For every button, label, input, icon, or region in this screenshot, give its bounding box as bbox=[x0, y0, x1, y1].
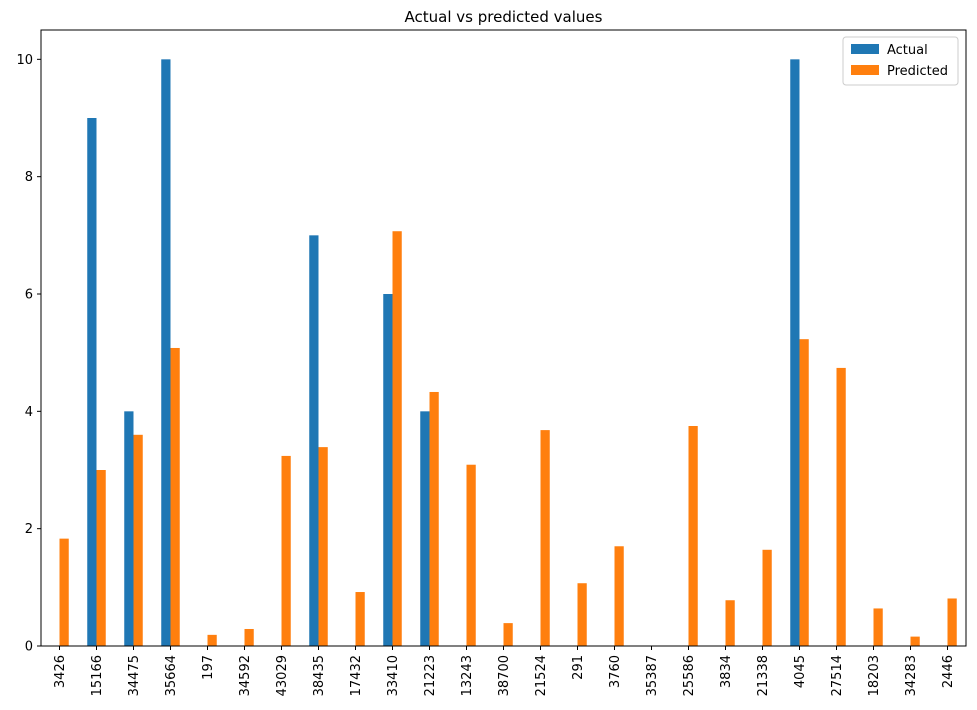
bar-predicted-3760 bbox=[614, 546, 624, 646]
x-tick-label: 3834 bbox=[719, 655, 734, 688]
legend-label-actual: Actual bbox=[887, 43, 928, 58]
x-tick-label: 291 bbox=[571, 655, 586, 680]
x-tick-label: 34475 bbox=[127, 655, 142, 696]
bar-predicted-34283 bbox=[910, 636, 920, 646]
bar-actual-15166 bbox=[87, 118, 97, 646]
bar-predicted-34592 bbox=[244, 628, 254, 646]
y-axis: 0 2 4 6 8 10 bbox=[16, 53, 41, 655]
bar-predicted-21223 bbox=[429, 391, 439, 646]
bar-predicted-38700 bbox=[503, 623, 513, 646]
x-tick-label: 34283 bbox=[904, 655, 919, 696]
x-tick-label: 18203 bbox=[867, 655, 882, 696]
bar-predicted-3834 bbox=[725, 600, 735, 646]
legend: Actual Predicted bbox=[842, 36, 959, 86]
x-tick-label: 34592 bbox=[238, 655, 253, 696]
x-axis: 3426 15166 34475 35664 197 34592 43029 38435 174… bbox=[53, 646, 956, 696]
x-tick-label: 38435 bbox=[312, 655, 327, 696]
x-tick-label: 13243 bbox=[460, 655, 475, 696]
x-tick-label: 197 bbox=[201, 655, 216, 680]
legend-swatch-predicted bbox=[851, 65, 879, 75]
x-tick-label: 3426 bbox=[53, 655, 68, 688]
x-tick-label: 21223 bbox=[423, 655, 438, 696]
x-tick-label: 21338 bbox=[756, 655, 771, 696]
y-tick-label: 6 bbox=[25, 288, 33, 303]
bar-predicted-15166 bbox=[96, 470, 106, 646]
bar-predicted-4045 bbox=[799, 339, 809, 646]
legend-swatch-actual bbox=[851, 44, 879, 54]
bar-predicted-21524 bbox=[540, 430, 550, 646]
bar-predicted-13243 bbox=[466, 464, 476, 646]
bar-predicted-21338 bbox=[762, 549, 772, 646]
bar-predicted-34475 bbox=[133, 434, 143, 646]
y-tick-label: 4 bbox=[25, 405, 33, 420]
plot-frame bbox=[40, 29, 967, 647]
x-tick-label: 4045 bbox=[793, 655, 808, 688]
bar-predicted-35664 bbox=[170, 347, 180, 646]
bar-predicted-18203 bbox=[873, 608, 883, 646]
bar-predicted-27514 bbox=[836, 367, 846, 646]
bar-actual-4045 bbox=[790, 59, 800, 647]
y-tick-label: 0 bbox=[25, 640, 33, 655]
y-tick-label: 2 bbox=[25, 522, 33, 537]
bar-actual-35664 bbox=[161, 59, 171, 647]
x-tick-label: 21524 bbox=[534, 655, 549, 696]
x-tick-label: 15166 bbox=[90, 655, 105, 696]
bar-predicted-291 bbox=[577, 583, 587, 646]
bar-predicted-43029 bbox=[281, 455, 291, 646]
bar-actual-21223 bbox=[420, 411, 430, 646]
y-tick-label: 8 bbox=[25, 170, 33, 185]
bar-predicted-38435 bbox=[318, 447, 328, 646]
x-tick-label: 25586 bbox=[682, 655, 697, 696]
bar-predicted-3426 bbox=[59, 538, 69, 646]
legend-label-predicted: Predicted bbox=[887, 64, 948, 79]
x-tick-label: 27514 bbox=[830, 655, 845, 696]
bar-actual-38435 bbox=[309, 235, 319, 647]
x-tick-label: 35664 bbox=[164, 655, 179, 696]
chart-title: Actual vs predicted values bbox=[405, 8, 603, 26]
bar-predicted-17432 bbox=[355, 592, 365, 646]
bar-predicted-33410 bbox=[392, 231, 402, 646]
bar-predicted-25586 bbox=[688, 426, 698, 646]
bar-predicted-197 bbox=[207, 634, 217, 646]
x-tick-label: 35387 bbox=[645, 655, 660, 696]
bar-actual-33410 bbox=[383, 294, 393, 646]
x-tick-label: 33410 bbox=[386, 655, 401, 696]
bars-group bbox=[59, 59, 957, 647]
y-tick-label: 10 bbox=[16, 53, 33, 68]
x-tick-label: 17432 bbox=[349, 655, 364, 696]
bar-predicted-2446 bbox=[947, 598, 957, 646]
x-tick-label: 2446 bbox=[941, 655, 956, 688]
x-tick-label: 43029 bbox=[275, 655, 290, 696]
x-tick-label: 3760 bbox=[608, 655, 623, 688]
bar-actual-34475 bbox=[124, 411, 134, 646]
x-tick-label: 38700 bbox=[497, 655, 512, 696]
